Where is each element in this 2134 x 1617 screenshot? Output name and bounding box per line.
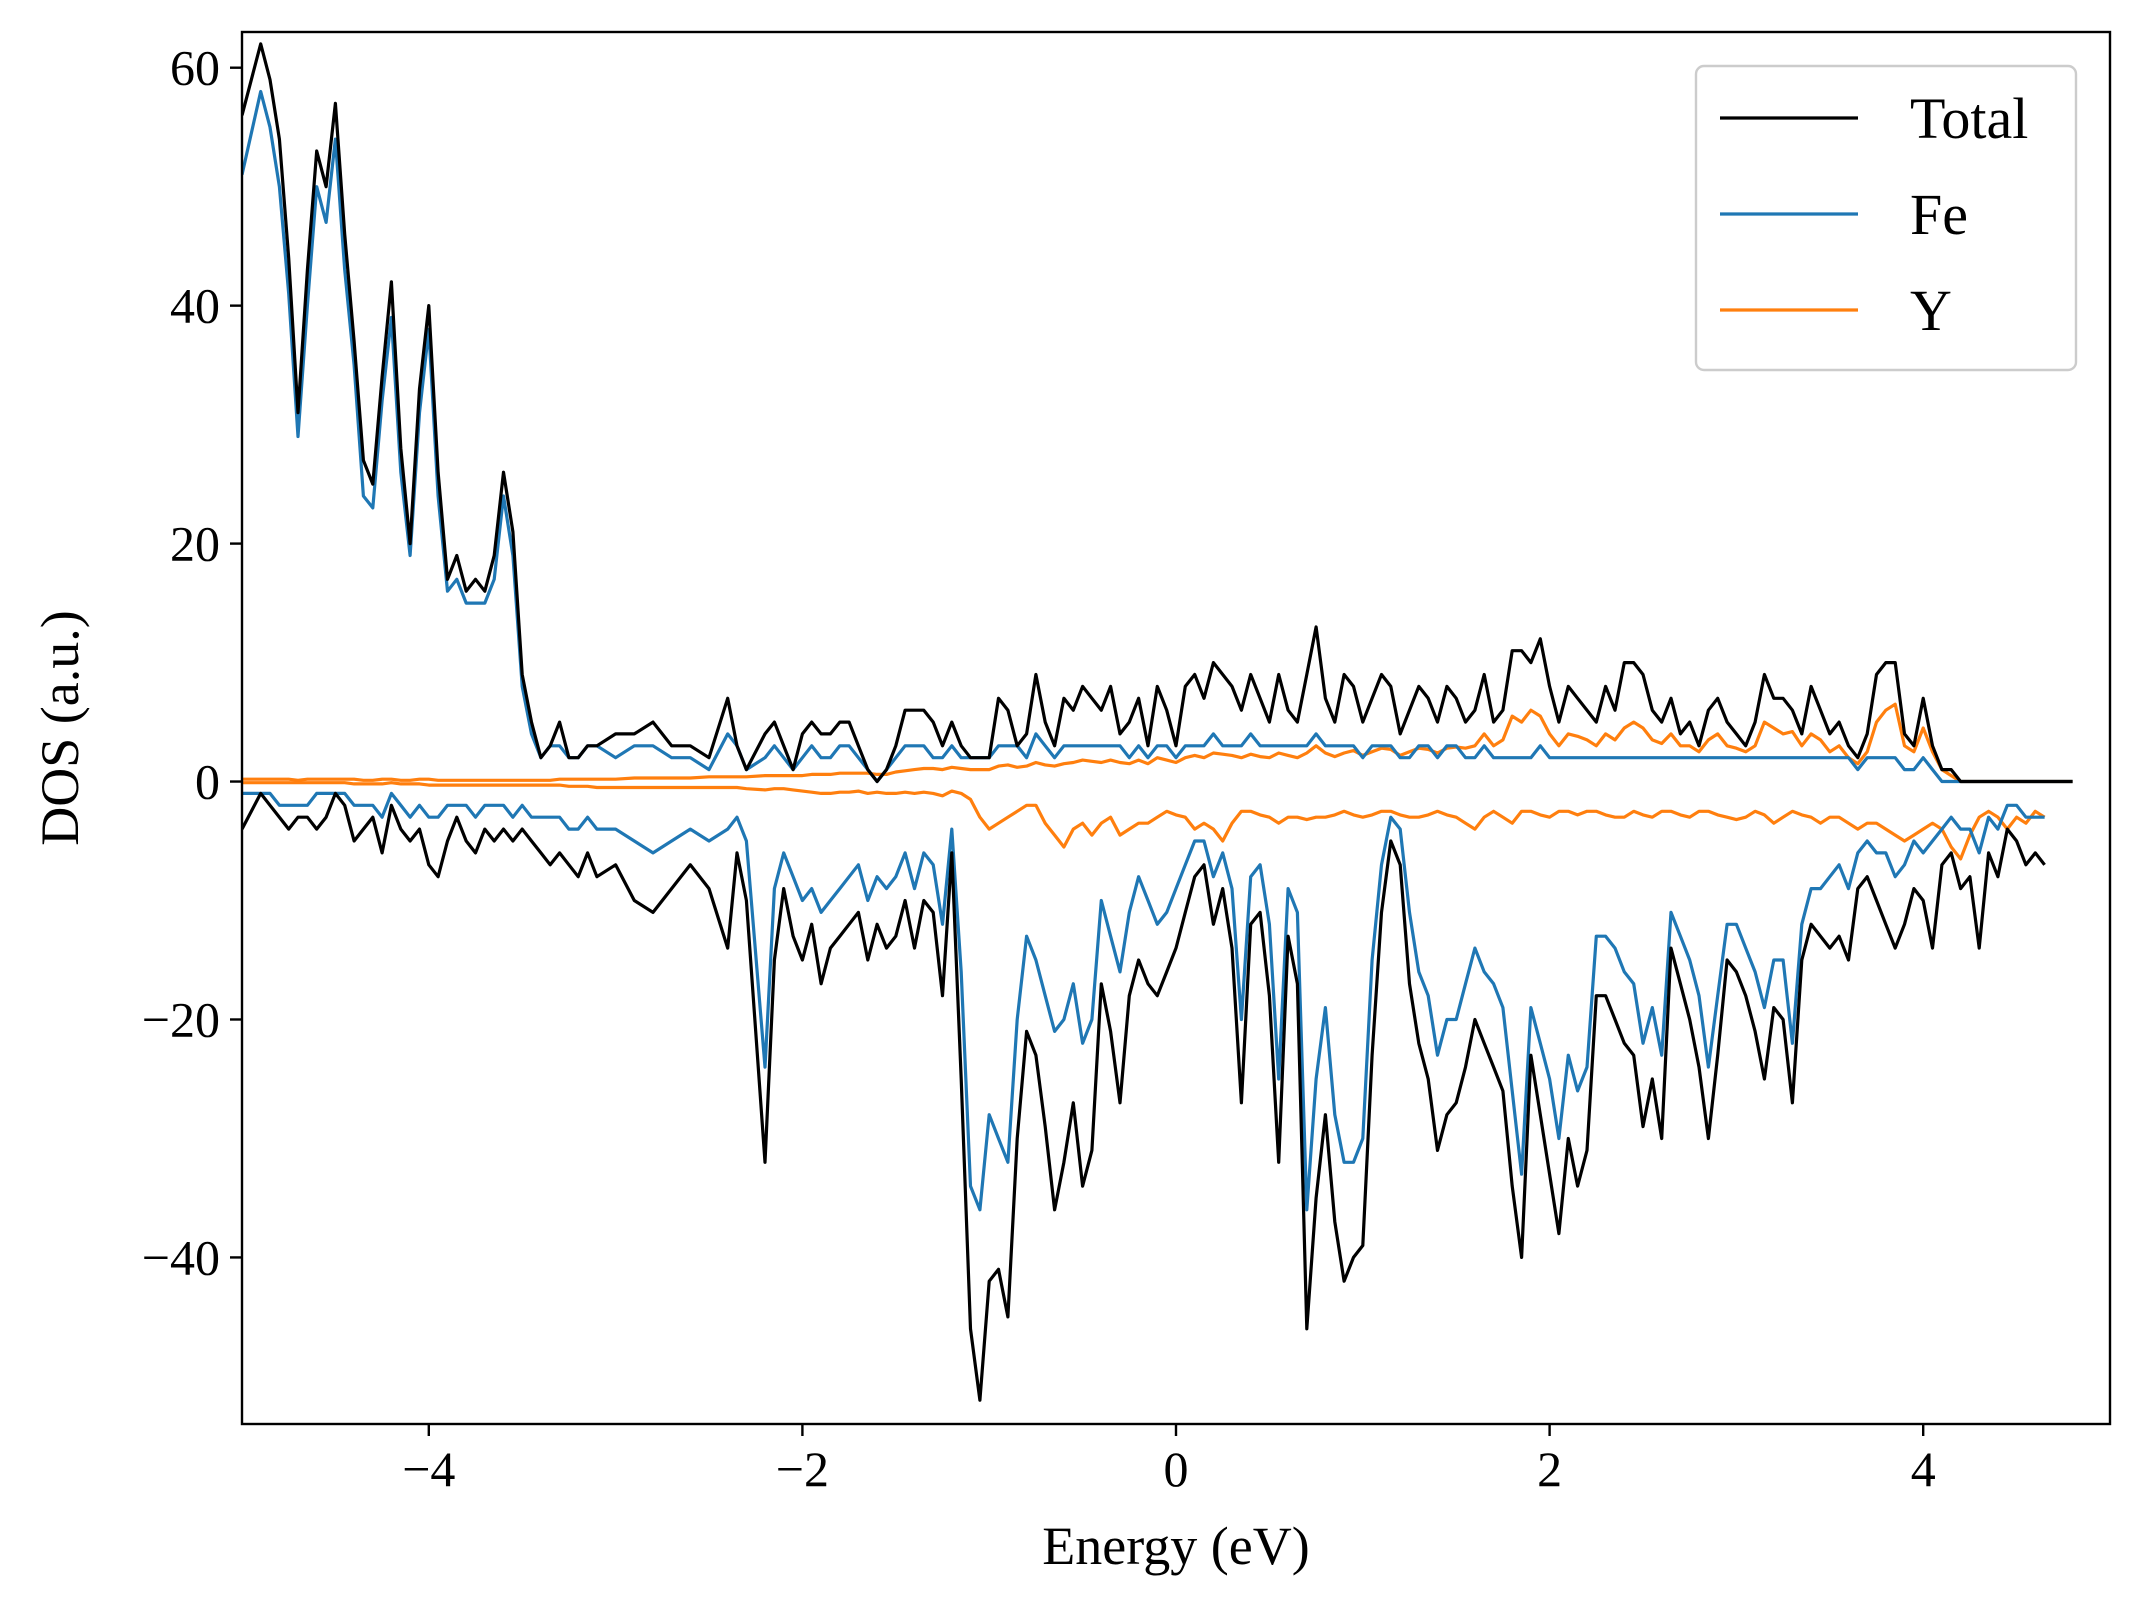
series-line-total-spin-down	[242, 791, 2046, 1402]
x-tick-label: 4	[1911, 1441, 1936, 1497]
series-line-y-spin-up	[242, 702, 2073, 784]
y-tick-label: 0	[195, 754, 220, 810]
series-line-y-spin-down	[242, 781, 2046, 861]
series-line-total-spin-up	[242, 42, 2073, 784]
legend-label-y: Y	[1910, 278, 1952, 343]
y-tick-label: −20	[142, 991, 220, 1047]
x-axis-label: Energy (eV)	[1042, 1516, 1309, 1576]
y-tick-label: 60	[170, 40, 220, 96]
legend: Total Fe Y	[1694, 64, 2078, 372]
series-layer	[242, 42, 2073, 1402]
y-tick-label: 20	[170, 516, 220, 572]
x-tick-label: −2	[776, 1441, 829, 1497]
x-tick-label: 0	[1164, 1441, 1189, 1497]
y-axis-label: DOS (a.u.)	[30, 610, 90, 845]
y-tick-label: −40	[142, 1229, 220, 1285]
series-line-fe-spin-down	[242, 791, 2045, 1212]
legend-box	[1694, 64, 2078, 372]
x-tick-label: 2	[1537, 1441, 1562, 1497]
legend-label-fe: Fe	[1910, 182, 1968, 247]
y-tick-label: 40	[170, 278, 220, 334]
legend-label-total: Total	[1910, 86, 2028, 151]
x-tick-label: −4	[402, 1441, 455, 1497]
